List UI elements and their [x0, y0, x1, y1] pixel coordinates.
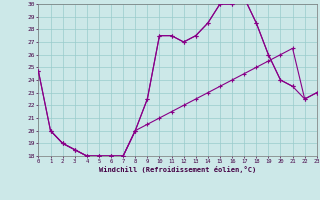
- X-axis label: Windchill (Refroidissement éolien,°C): Windchill (Refroidissement éolien,°C): [99, 166, 256, 173]
